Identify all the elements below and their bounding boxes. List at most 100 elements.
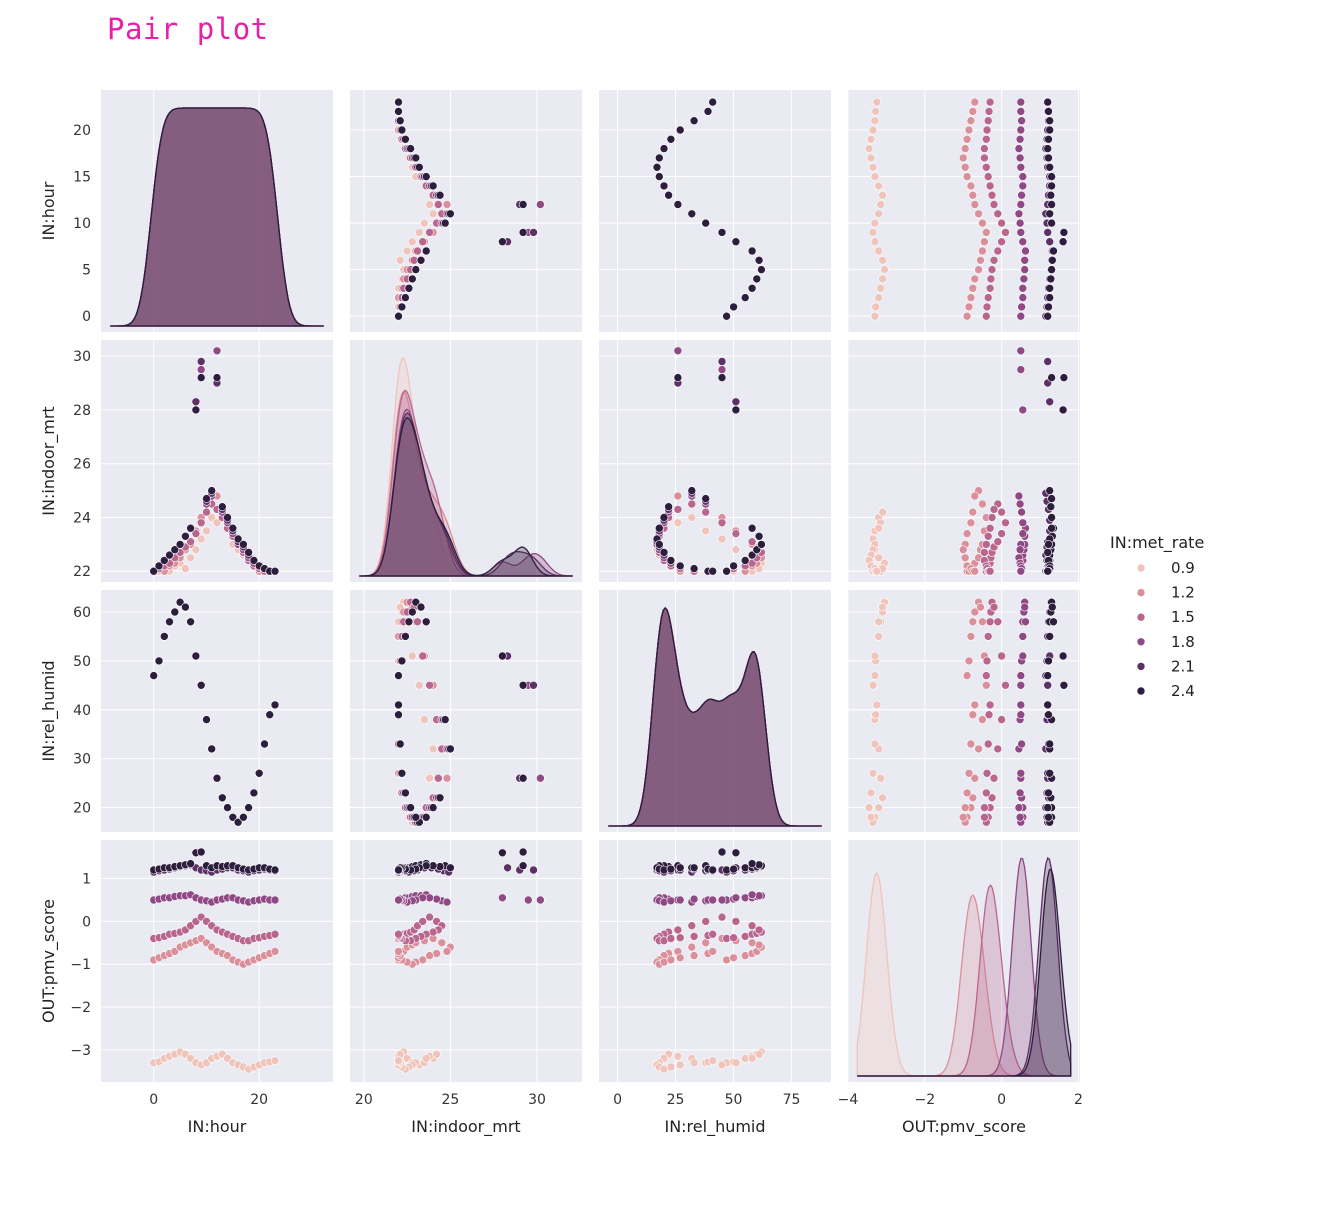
scatter-point [265,710,275,720]
scatter-point [407,274,417,284]
scatter-point [747,859,757,868]
scatter-point [1043,803,1052,812]
scatter-point [1015,812,1025,822]
y-tick-label: 1 [82,872,91,888]
scatter-point [871,710,881,720]
scatter-point [425,680,434,690]
y-tick-label: −1 [70,957,91,973]
scatter-point [1044,656,1053,666]
scatter-point [418,651,428,661]
scatter-point [1016,97,1026,107]
scatter-point [717,895,727,905]
scatter-point [868,228,878,237]
scatter-point [149,566,158,576]
scatter-point [870,218,880,228]
scatter-point [1045,209,1054,219]
scatter-point [983,531,993,541]
scatter-point [717,1060,727,1070]
scatter-point [1047,172,1056,181]
scatter-point [433,773,443,783]
scatter-point [987,793,997,803]
scatter-point [729,864,738,874]
scatter-point [754,531,764,541]
scatter-point [160,556,169,565]
scatter-point [1018,237,1028,246]
y-tick-label: −2 [70,1000,91,1016]
scatter-point [870,739,880,749]
scatter-point [1018,651,1028,661]
panel-out-pmv-score-vs-in-rel-humid [599,840,831,1082]
scatter-point [270,895,280,905]
scatter-point [870,651,880,661]
scatter-point [428,181,438,191]
scatter-point [878,255,887,265]
scatter-point [989,505,999,514]
scatter-point [866,135,876,144]
y-tick-label: 30 [73,752,91,768]
scatter-point [191,397,201,407]
scatter-point [708,947,718,956]
x-tick-label: 20 [355,1092,373,1108]
panel-out-pmv-score-vs-in-hour [101,840,333,1082]
scatter-point [874,803,884,812]
scatter-point [970,97,980,107]
scatter-point [983,739,993,749]
panel-in-hour-vs-in-hour [101,90,333,332]
scatter-point [411,265,421,274]
x-axis-label: IN:hour [188,1117,247,1136]
scatter-point [1015,788,1025,798]
scatter-point [980,153,989,163]
y-tick-label: 20 [73,801,91,817]
scatter-point [518,861,528,871]
scatter-point [518,847,528,857]
scatter-point [1015,499,1025,509]
scatter-point [708,566,718,576]
scatter-point [437,938,447,948]
y-tick-label: 10 [73,216,91,232]
scatter-point [1043,566,1052,576]
scatter-point [997,507,1006,517]
scatter-point [1017,739,1026,749]
scatter-point [1014,209,1024,219]
scatter-point [1047,494,1056,503]
x-axis-label: IN:indoor_mrt [411,1117,520,1137]
scatter-point [432,1049,441,1059]
y-axis-label: OUT:pmv_score [39,899,59,1023]
scatter-point [880,265,889,274]
scatter-point [874,246,884,256]
scatter-point [529,865,538,875]
scatter-point [207,513,216,522]
scatter-point [974,744,983,754]
scatter-point [407,237,417,246]
scatter-point [993,744,1003,754]
scatter-point [165,617,174,627]
scatter-point [433,200,443,209]
scatter-point [985,617,995,627]
scatter-point [1016,346,1026,356]
scatter-point [982,656,992,666]
scatter-point [997,651,1006,661]
scatter-point [717,373,727,382]
scatter-point [1001,680,1010,690]
scatter-point [731,237,741,246]
scatter-point [416,602,426,612]
scatter-point [446,744,455,754]
scatter-point [687,513,697,522]
scatter-point [675,895,685,905]
scatter-point [966,739,976,749]
scatter-point [1018,518,1028,528]
scatter-point [395,116,405,125]
scatter-point [981,680,991,690]
legend-marker-1-2 [1136,588,1146,597]
scatter-point [689,116,699,125]
scatter-point [729,561,738,571]
scatter-point [1045,739,1054,749]
scatter-point [997,715,1006,724]
scatter-point [970,274,980,284]
scatter-point [717,365,727,374]
scatter-point [442,200,452,209]
kde-curve-2-4 [857,868,1072,1077]
panel-background [350,590,582,832]
scatter-point [666,1062,676,1072]
scatter-point [689,564,699,573]
